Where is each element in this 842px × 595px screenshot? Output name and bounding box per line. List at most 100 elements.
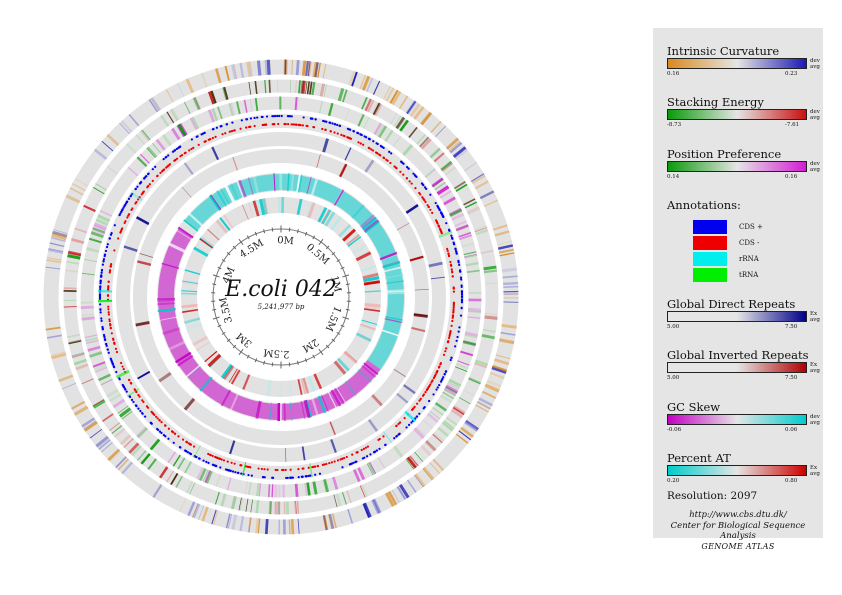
cds-minus-mark: [274, 468, 277, 472]
cds-minus-mark: [136, 198, 140, 201]
cds-plus-mark: [375, 142, 378, 145]
curvature-stripe: [312, 61, 317, 77]
cds-minus-mark: [109, 326, 112, 330]
stacking-stripe: [92, 399, 105, 407]
cds-minus-mark: [203, 140, 206, 143]
label-cds-minus: CDS -: [739, 239, 760, 247]
cds-plus-mark: [151, 168, 154, 171]
curvature-stripe: [478, 397, 493, 407]
position-stripe: [357, 467, 365, 481]
inverted-repeat-mark: [414, 289, 429, 291]
gc-skew-stripe: [161, 262, 180, 270]
position-stripe: [81, 313, 95, 317]
gc-skew-stripe: [361, 216, 377, 230]
percent-at-stripe: [181, 290, 198, 293]
legend-title-global-inverted-repeats: Global Inverted Repeats: [667, 348, 809, 362]
position-stripe: [93, 222, 108, 230]
cds-minus-mark: [340, 133, 343, 136]
curvature-stripe: [372, 80, 381, 95]
cds-plus-mark: [99, 285, 102, 288]
curvature-stripe: [50, 237, 66, 243]
percent-at-stripe: [364, 308, 381, 313]
percent-at-stripe: [330, 216, 342, 231]
position-stripe: [204, 470, 211, 483]
stacking-stripe: [194, 96, 201, 110]
cds-plus-mark: [289, 115, 292, 118]
curvature-stripe: [50, 351, 66, 357]
curvature-stripe: [322, 63, 327, 79]
cds-plus-mark: [308, 474, 312, 477]
inverted-repeat-mark: [181, 186, 192, 198]
cds-minus-mark: [138, 196, 141, 199]
inverted-repeat-mark: [135, 321, 150, 327]
cds-plus-mark: [459, 276, 463, 279]
cds-minus-mark: [379, 154, 382, 157]
curvature-stripe: [448, 140, 461, 152]
cds-plus-mark: [449, 358, 452, 362]
cds-minus-mark: [451, 314, 455, 317]
cds-plus-mark: [250, 474, 253, 477]
percent-at-stripe: [347, 236, 362, 247]
curvature-stripe: [387, 490, 398, 506]
ruler-tick: [226, 251, 231, 256]
cds-minus-mark: [107, 280, 110, 283]
cds-plus-mark: [156, 427, 159, 431]
curvature-stripe: [460, 426, 474, 438]
ruler-tick: [304, 231, 308, 236]
ruler-tick: [312, 235, 316, 240]
cds-plus-mark: [240, 472, 243, 475]
stacking-stripe: [73, 358, 87, 366]
curvature-stripe: [464, 421, 478, 432]
cds-plus-mark: [149, 421, 152, 424]
position-stripe: [198, 468, 207, 481]
gc-skew-stripe: [333, 189, 343, 206]
curvature-stripe: [495, 354, 511, 360]
cds-minus-mark: [444, 350, 447, 353]
gc-skew-stripe: [224, 185, 236, 203]
position-stripe: [294, 483, 299, 497]
curvature-stripe: [247, 517, 252, 533]
cds-plus-mark: [190, 138, 194, 141]
cbs-organization: Center for Biological Sequence Analysis: [670, 521, 806, 541]
cds-plus-mark: [375, 449, 378, 452]
percent-at-stripe: [324, 211, 336, 227]
rna-mark: [126, 388, 140, 397]
cds-plus-mark: [118, 214, 121, 217]
cds-minus-mark: [418, 191, 421, 195]
position-stripe: [235, 101, 241, 115]
cds-minus-mark: [164, 424, 167, 427]
position-stripe: [127, 166, 139, 177]
cds-plus-mark: [329, 121, 332, 124]
cds-minus-mark: [399, 170, 402, 173]
position-stripe: [375, 123, 385, 137]
stacking-stripe: [109, 422, 120, 432]
curvature-stripe: [187, 501, 196, 517]
percent-at-stripe: [181, 292, 198, 295]
cds-plus-mark: [302, 116, 305, 119]
cds-plus-mark: [102, 333, 106, 337]
position-stripe: [177, 123, 187, 137]
curvature-stripe: [46, 258, 62, 264]
curvature-stripe: [198, 505, 205, 520]
stacking-stripe: [346, 490, 352, 504]
curvature-stripe: [201, 506, 209, 522]
position-stripe: [189, 117, 198, 131]
cds-minus-mark: [156, 174, 159, 177]
stacking-stripe: [222, 87, 227, 101]
curvature-stripe: [53, 229, 68, 235]
curvature-stripe: [49, 242, 65, 248]
gc-skew-stripe: [287, 173, 290, 192]
cds-minus-mark: [188, 149, 191, 152]
cds-minus-mark: [424, 391, 427, 394]
curvature-stripe: [115, 456, 127, 469]
cds-minus-mark: [425, 388, 428, 392]
cds-plus-mark: [400, 160, 403, 163]
stacking-stripe: [305, 81, 308, 95]
stacking-stripe: [223, 86, 229, 100]
stacking-stripe: [123, 437, 134, 449]
percent-at-stripe: [228, 368, 238, 383]
ruler-tick: [212, 316, 220, 320]
percent-at-stripe: [343, 351, 358, 364]
cds-plus-mark: [184, 449, 187, 452]
cds-minus-mark: [418, 399, 421, 402]
